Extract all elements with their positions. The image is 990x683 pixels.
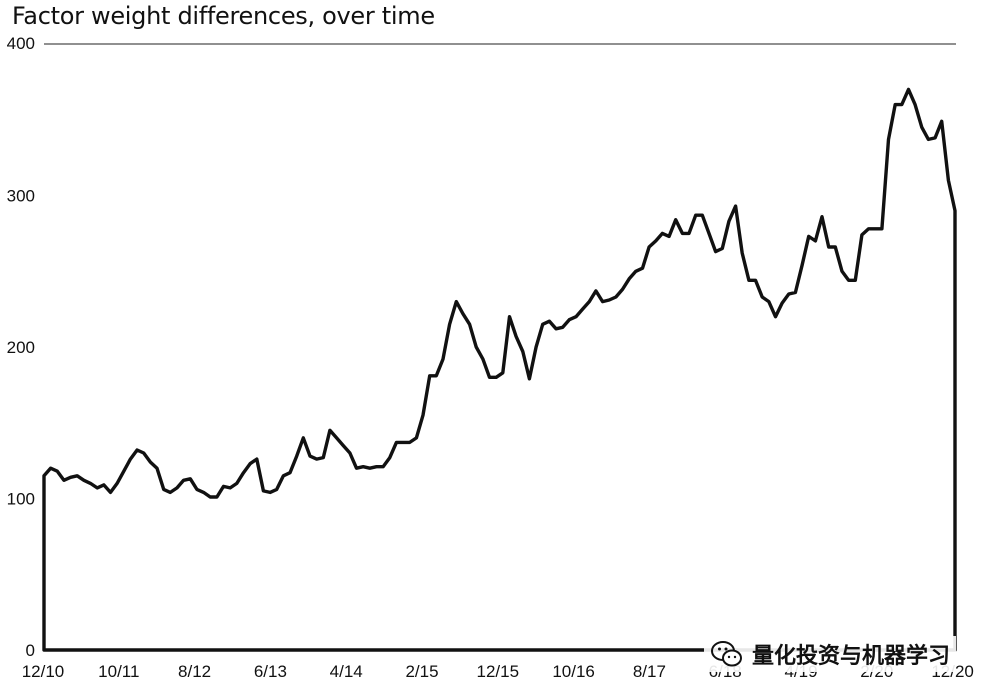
x-tick-label: 10/11 xyxy=(98,662,139,681)
y-tick-label: 400 xyxy=(7,34,35,53)
x-tick-label: 10/16 xyxy=(552,662,595,681)
x-tick-label: 2/15 xyxy=(405,662,438,681)
watermark: 量化投资与机器学习 xyxy=(704,636,957,672)
series-layer xyxy=(42,87,957,652)
x-tick-label: 12/10 xyxy=(22,662,65,681)
x-tick-label: 8/17 xyxy=(633,662,666,681)
y-axis-ticks: 0 100 200 300 400 xyxy=(7,34,35,660)
x-tick-label: 4/14 xyxy=(330,662,363,681)
watermark-text: 量化投资与机器学习 xyxy=(752,644,951,669)
series-line xyxy=(42,87,957,652)
x-tick-label: 12/15 xyxy=(477,662,520,681)
x-tick-label: 8/12 xyxy=(178,662,211,681)
y-tick-label: 300 xyxy=(7,187,35,206)
chart-title: Factor weight differences, over time xyxy=(12,2,435,30)
x-tick-label: 6/13 xyxy=(254,662,287,681)
y-tick-label: 100 xyxy=(7,490,35,509)
wechat-icon xyxy=(711,641,742,667)
y-tick-label: 0 xyxy=(26,641,35,660)
y-tick-label: 200 xyxy=(7,338,35,357)
